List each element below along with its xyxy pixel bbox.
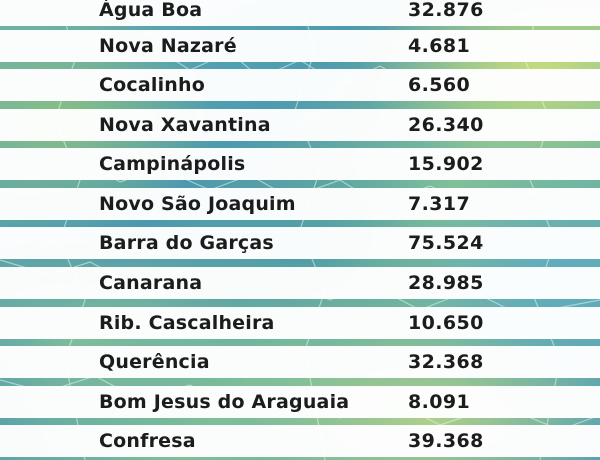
municipality-name: Querência — [99, 351, 210, 373]
municipality-name: Novo São Joaquim — [99, 193, 296, 215]
table-row: Rib. Cascalheira 10.650 — [0, 307, 600, 339]
municipality-value: 39.368 — [408, 430, 484, 452]
table-row: Campinápolis 15.902 — [0, 148, 600, 180]
municipality-name: Cocalinho — [99, 74, 206, 96]
municipality-name: Campinápolis — [99, 153, 246, 175]
municipality-value: 6.560 — [408, 74, 471, 96]
table-row: Canarana 28.985 — [0, 267, 600, 299]
municipality-value: 28.985 — [408, 272, 484, 294]
table-row: Nova Xavantina 26.340 — [0, 109, 600, 141]
table-row: Água Boa 32.876 — [0, 0, 600, 26]
table-row: Nova Nazaré 4.681 — [0, 30, 600, 62]
table-row: Cocalinho 6.560 — [0, 69, 600, 101]
municipality-name: Canarana — [99, 272, 203, 294]
municipality-value: 32.368 — [408, 351, 484, 373]
municipality-value: 8.091 — [408, 391, 471, 413]
municipality-value: 10.650 — [408, 312, 484, 334]
municipality-value: 15.902 — [408, 153, 484, 175]
municipality-value: 75.524 — [408, 232, 484, 254]
municipality-value: 7.317 — [408, 193, 471, 215]
municipality-name: Nova Xavantina — [99, 114, 271, 136]
municipality-value: 32.876 — [408, 0, 484, 21]
table-row: Novo São Joaquim 7.317 — [0, 188, 600, 220]
municipality-value: 26.340 — [408, 114, 484, 136]
municipality-name: Bom Jesus do Araguaia — [99, 391, 350, 413]
municipality-name: Confresa — [99, 430, 196, 452]
municipality-name: Rib. Cascalheira — [99, 312, 275, 334]
municipality-name: Água Boa — [99, 0, 203, 21]
municipality-value: 4.681 — [408, 35, 471, 57]
table-row: Confresa 39.368 — [0, 425, 600, 457]
table-row: Bom Jesus do Araguaia 8.091 — [0, 386, 600, 418]
municipality-name: Nova Nazaré — [99, 35, 237, 57]
table-row: Barra do Garças 75.524 — [0, 227, 600, 259]
table-row: Querência 32.368 — [0, 346, 600, 378]
municipality-name: Barra do Garças — [99, 232, 274, 254]
